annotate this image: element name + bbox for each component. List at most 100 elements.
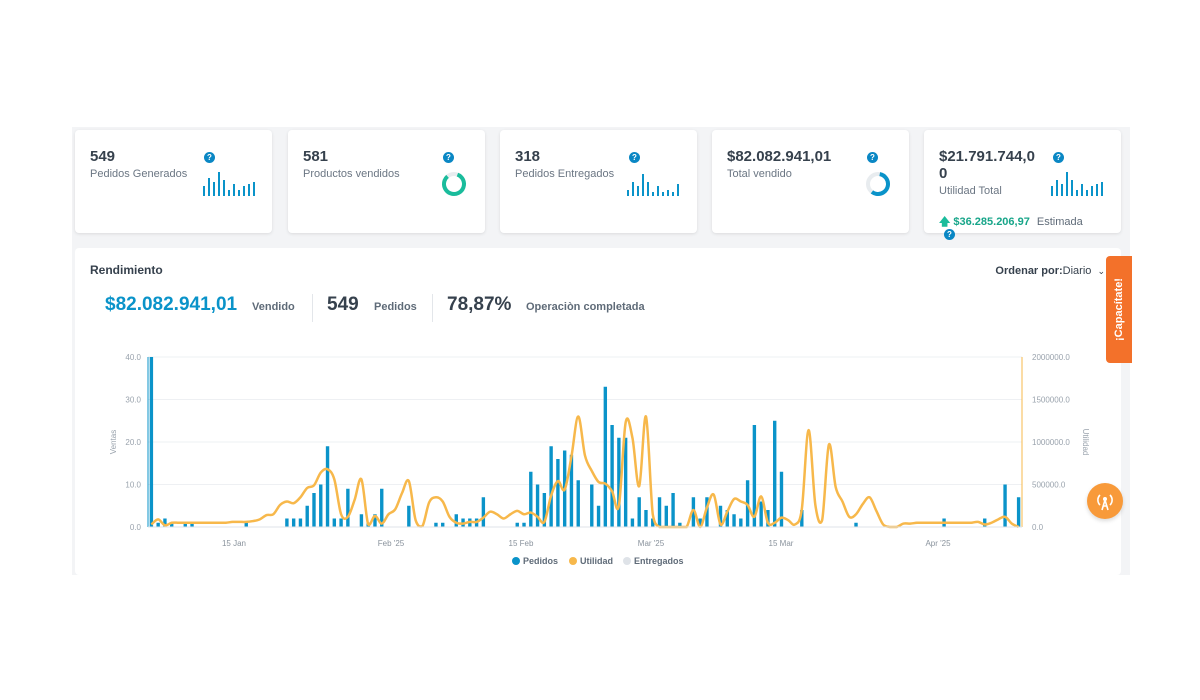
card-total-sold: $82.082.941,01 Total vendido ? [712, 130, 909, 233]
chevron-down-icon: ⌄ [1097, 266, 1105, 276]
utilidad-line [150, 415, 1020, 529]
training-label: ¡Capacítate! [1113, 278, 1125, 341]
y-left-tick-label: 30.0 [125, 396, 141, 405]
pedidos-bar [407, 505, 411, 527]
broadcast-icon [1097, 494, 1113, 511]
legend-item-entregados[interactable]: Entregados [623, 556, 684, 566]
pedidos-bar [163, 518, 167, 527]
orders-delivered-value: 318 [515, 148, 541, 165]
pedidos-bar [725, 510, 729, 527]
help-icon[interactable]: ? [443, 152, 454, 163]
total-sold-value: $82.082.941,01 [727, 148, 832, 165]
pedidos-bar [149, 357, 154, 527]
legend-label: Entregados [634, 556, 684, 566]
help-icon[interactable]: ? [867, 152, 878, 163]
divider [432, 294, 433, 322]
orders-delivered-label: Pedidos Entregados [515, 168, 615, 180]
estimate-label: Estimada [1036, 216, 1083, 228]
pedidos-bar [434, 522, 438, 527]
sold-value: $82.082.941,01 [105, 294, 238, 315]
x-tick-label: 15 Feb [509, 539, 534, 548]
sparkline-bars [203, 172, 255, 196]
total-sold-label: Total vendido [727, 168, 792, 180]
sort-value: Diario [1062, 265, 1092, 277]
y-right-axis-title: Utilidad [1081, 429, 1090, 456]
pedidos-bar [346, 488, 350, 527]
pedidos-bar [515, 522, 519, 527]
training-side-tab[interactable]: ¡Capacítate! [1106, 256, 1132, 363]
pedidos-bar [305, 505, 309, 527]
pedidos-bar [380, 488, 384, 527]
pedidos-bar [332, 518, 337, 527]
pedidos-bar [644, 510, 648, 527]
pedidos-bar [291, 518, 296, 527]
y-left-tick-label: 10.0 [125, 481, 141, 490]
card-orders-delivered: 318 Pedidos Entregados ? [500, 130, 697, 233]
card-total-profit: $21.791.744,0 0 Utilidad Total ? 🡅 $36.2… [924, 130, 1121, 240]
pedidos-bar [481, 497, 486, 527]
legend-item-pedidos[interactable]: Pedidos [512, 556, 558, 566]
help-icon[interactable]: ? [944, 229, 955, 240]
sparkline-chart [203, 172, 255, 196]
y-left-tick-label: 40.0 [125, 353, 141, 362]
pedidos-bar [325, 446, 330, 527]
help-icon[interactable]: ? [1053, 152, 1064, 163]
estimate-value: $36.285.206,97 [953, 216, 1030, 228]
sold-label: Vendido [252, 301, 295, 313]
sort-label: Ordenar por: [995, 265, 1063, 277]
help-icon[interactable]: ? [629, 152, 640, 163]
orders-label: Pedidos [374, 301, 417, 313]
y-left-tick-label: 0.0 [130, 523, 142, 532]
pedidos-bar [556, 459, 560, 527]
pedidos-bar [800, 510, 804, 527]
legend-item-utilidad[interactable]: Utilidad [569, 556, 613, 566]
pedidos-bar [630, 518, 635, 527]
legend-marker [512, 557, 520, 565]
pedidos-bar [657, 497, 662, 527]
pedidos-bar [285, 518, 289, 527]
pedidos-bar [359, 514, 364, 527]
pedidos-bar [623, 437, 628, 527]
y-right-tick-label: 2000000.0 [1032, 353, 1070, 362]
x-tick-label: Mar '25 [638, 539, 665, 548]
broadcast-button[interactable] [1087, 483, 1123, 519]
pedidos-bar [691, 497, 696, 527]
pedidos-bar [454, 514, 458, 527]
legend-label: Pedidos [523, 556, 559, 566]
pedidos-bar [739, 518, 743, 527]
total-profit-value-line1: $21.791.744,0 [939, 148, 1035, 165]
pedidos-bar [854, 522, 858, 527]
sort-dropdown[interactable]: Ordenar por:Diario ⌄ [995, 265, 1105, 277]
pedidos-bar [752, 425, 757, 527]
pedidos-bar [339, 518, 343, 527]
donut-chart [442, 172, 466, 196]
pedidos-bar [156, 522, 160, 527]
help-icon[interactable]: ? [204, 152, 215, 163]
chart-axes: 0.0 10.0 20.0 30.0 40.0 0.0 500000.0 1000000.0 1… [109, 353, 1090, 548]
pedidos-bar [183, 522, 187, 527]
total-profit-value-line2: 0 [939, 165, 948, 182]
y-right-tick-label: 1000000.0 [1032, 438, 1070, 447]
orders-value: 549 [327, 294, 359, 315]
completion-label: Operaciòn completada [526, 301, 645, 313]
pedidos-bar [718, 505, 723, 527]
arrow-up-icon: 🡅 [939, 216, 951, 228]
pedidos-bar [441, 522, 445, 527]
estimate-row: 🡅 $36.285.206,97 Estimada [939, 213, 1083, 232]
pedidos-bar [590, 484, 594, 527]
pedidos-bar [759, 501, 763, 527]
orders-generated-label: Pedidos Generados [90, 168, 188, 180]
pedidos-bar [522, 522, 526, 527]
completion-value: 78,87% [447, 294, 512, 315]
y-right-tick-label: 0.0 [1032, 523, 1044, 532]
x-tick-label: Feb '25 [378, 539, 405, 548]
y-right-tick-label: 1500000.0 [1032, 396, 1070, 405]
pedidos-bar [542, 493, 547, 527]
pedidos-bar [766, 510, 770, 527]
pedidos-bar [576, 480, 580, 527]
pedidos-bar [312, 493, 316, 527]
pedidos-bar [779, 471, 784, 527]
pedidos-bar [678, 522, 682, 527]
card-orders-generated: 549 Pedidos Generados ? [75, 130, 272, 233]
